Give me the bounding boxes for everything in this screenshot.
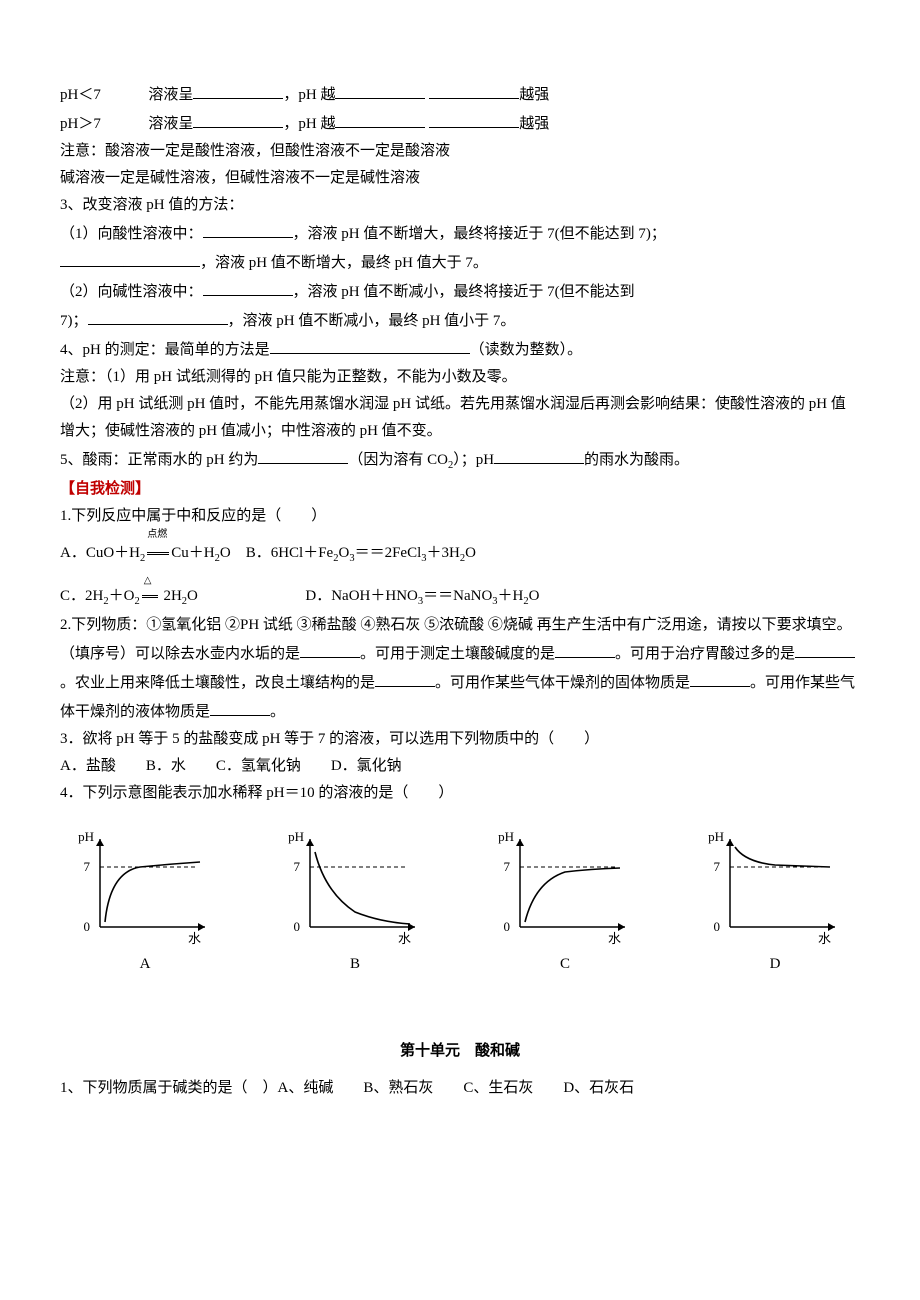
chart-D: 7 0 pH 水 D — [700, 827, 850, 978]
text-line: 5、酸雨：正常雨水的 pH 约为（因为溶有 CO2）；pH的雨水为酸雨。 — [60, 445, 860, 476]
blank — [193, 109, 283, 128]
question: 2.下列物质：①氢氧化铝 ②PH 试纸 ③稀盐酸 ④熟石灰 ⑤浓硫酸 ⑥烧碱 再… — [60, 612, 860, 726]
section-heading: 【自我检测】 — [60, 476, 860, 503]
text: ，溶液 pH 值不断减小，最终将接近于 7(但不能达到 — [293, 284, 635, 300]
option-c: C．2H2＋O2△ 2H2O — [60, 588, 198, 604]
option-row: C．2H2＋O2△ 2H2O D．NaOH＋HNO3＝＝NaNO3＋H2O — [60, 583, 860, 612]
svg-text:pH: pH — [708, 829, 724, 844]
svg-text:pH: pH — [288, 829, 304, 844]
question: 1.下列反应中属于中和反应的是（ ） — [60, 503, 860, 530]
blank — [335, 109, 425, 128]
svg-text:7: 7 — [294, 859, 301, 874]
svg-text:0: 0 — [504, 919, 511, 934]
blank — [429, 109, 519, 128]
svg-text:pH: pH — [78, 829, 94, 844]
text: 越强 — [519, 116, 549, 132]
svg-text:7: 7 — [84, 859, 91, 874]
option-d: D．NaOH＋HNO3＝＝NaNO3＋H2O — [305, 588, 539, 604]
blank — [88, 306, 228, 325]
text: 越强 — [519, 87, 549, 103]
svg-text:0: 0 — [714, 919, 721, 934]
text-line: （1）向酸性溶液中： ，溶液 pH 值不断增大，最终将接近于 7(但不能达到 7)… — [60, 219, 860, 248]
text: ，pH 越 — [283, 116, 335, 132]
text: ，溶液 pH 值不断增大，最终将接近于 7(但不能达到 7)； — [293, 226, 666, 242]
text-line: （2）用 pH 试纸测 pH 值时，不能先用蒸馏水润湿 pH 试纸。若先用蒸馏水… — [60, 391, 860, 445]
text: 溶液呈 — [148, 87, 193, 103]
blank — [335, 80, 425, 99]
text-line: 3、改变溶液 pH 值的方法： — [60, 192, 860, 219]
blank — [300, 639, 360, 658]
svg-text:水: 水 — [188, 931, 201, 946]
text-line: 7)； ，溶液 pH 值不断减小，最终 pH 值小于 7。 — [60, 306, 860, 335]
svg-text:7: 7 — [504, 859, 511, 874]
chart-label: C — [490, 951, 640, 978]
charts-row: 7 0 pH 水 A 7 0 pH 水 B 7 0 pH 水 C 7 0 pH … — [60, 827, 860, 978]
option-b: B．6HCl＋Fe2O3＝＝2FeCl3＋3H2O — [246, 545, 476, 561]
blank — [203, 277, 293, 296]
option-a: A．CuO＋H2点燃Cu＋H2O — [60, 545, 231, 561]
svg-text:水: 水 — [608, 931, 621, 946]
chart-B: 7 0 pH 水 B — [280, 827, 430, 978]
svg-text:水: 水 — [818, 931, 831, 946]
text: （1）向酸性溶液中： — [60, 226, 203, 242]
chart-label: D — [700, 951, 850, 978]
text: （读数为整数）。 — [470, 342, 583, 358]
chart-label: B — [280, 951, 430, 978]
text-line: 碱溶液一定是碱性溶液，但碱性溶液不一定是碱性溶液 — [60, 165, 860, 192]
blank — [375, 668, 435, 687]
text: pH＜7 — [60, 87, 101, 103]
text-line: 注意：酸溶液一定是酸性溶液，但酸性溶液不一定是酸溶液 — [60, 138, 860, 165]
text-line: pH＞7 溶液呈 ，pH 越 越强 — [60, 109, 860, 138]
blank — [203, 219, 293, 238]
blank — [795, 639, 855, 658]
text: ，溶液 pH 值不断增大，最终 pH 值大于 7。 — [200, 255, 488, 271]
blank — [60, 248, 200, 267]
text: pH＞7 — [60, 116, 101, 132]
text: 溶液呈 — [148, 116, 193, 132]
svg-text:水: 水 — [398, 931, 411, 946]
option-row: A．CuO＋H2点燃Cu＋H2O B．6HCl＋Fe2O3＝＝2FeCl3＋3H… — [60, 540, 860, 569]
chart-label: A — [70, 951, 220, 978]
text-line: 注意：（1）用 pH 试纸测得的 pH 值只能为正整数，不能为小数及零。 — [60, 364, 860, 391]
text-line: pH＜7 溶液呈 ，pH 越 越强 — [60, 80, 860, 109]
blank — [429, 80, 519, 99]
question: 4．下列示意图能表示加水稀释 pH＝10 的溶液的是（ ） — [60, 780, 860, 807]
blank — [210, 697, 270, 716]
svg-text:pH: pH — [498, 829, 514, 844]
text: 7)； — [60, 313, 88, 329]
question: 3．欲将 pH 等于 5 的盐酸变成 pH 等于 7 的溶液，可以选用下列物质中… — [60, 726, 860, 753]
text: （因为溶有 CO — [348, 452, 448, 468]
svg-text:0: 0 — [294, 919, 301, 934]
text-line: ，溶液 pH 值不断增大，最终 pH 值大于 7。 — [60, 248, 860, 277]
chart-C: 7 0 pH 水 C — [490, 827, 640, 978]
svg-text:7: 7 — [714, 859, 721, 874]
text-line: 4、pH 的测定：最简单的方法是 （读数为整数）。 — [60, 335, 860, 364]
svg-text:0: 0 — [84, 919, 91, 934]
text: ）；pH — [453, 452, 494, 468]
text-line: （2）向碱性溶液中： ，溶液 pH 值不断减小，最终将接近于 7(但不能达到 — [60, 277, 860, 306]
blank — [270, 335, 470, 354]
text: 5、酸雨：正常雨水的 pH 约为 — [60, 452, 258, 468]
unit-title: 第十单元 酸和碱 — [60, 1038, 860, 1065]
text: ，pH 越 — [283, 87, 335, 103]
text: （2）向碱性溶液中： — [60, 284, 203, 300]
text: 的雨水为酸雨。 — [584, 452, 689, 468]
chart-A: 7 0 pH 水 A — [70, 827, 220, 978]
text: 4、pH 的测定：最简单的方法是 — [60, 342, 270, 358]
option-row: A．盐酸 B．水 C．氢氧化钠 D．氯化钠 — [60, 753, 860, 780]
blank — [555, 639, 615, 658]
question: 1、下列物质属于碱类的是（ ）A、纯碱 B、熟石灰 C、生石灰 D、石灰石 — [60, 1075, 860, 1102]
text: ，溶液 pH 值不断减小，最终 pH 值小于 7。 — [228, 313, 516, 329]
blank — [690, 668, 750, 687]
blank — [494, 445, 584, 464]
blank — [258, 445, 348, 464]
blank — [193, 80, 283, 99]
